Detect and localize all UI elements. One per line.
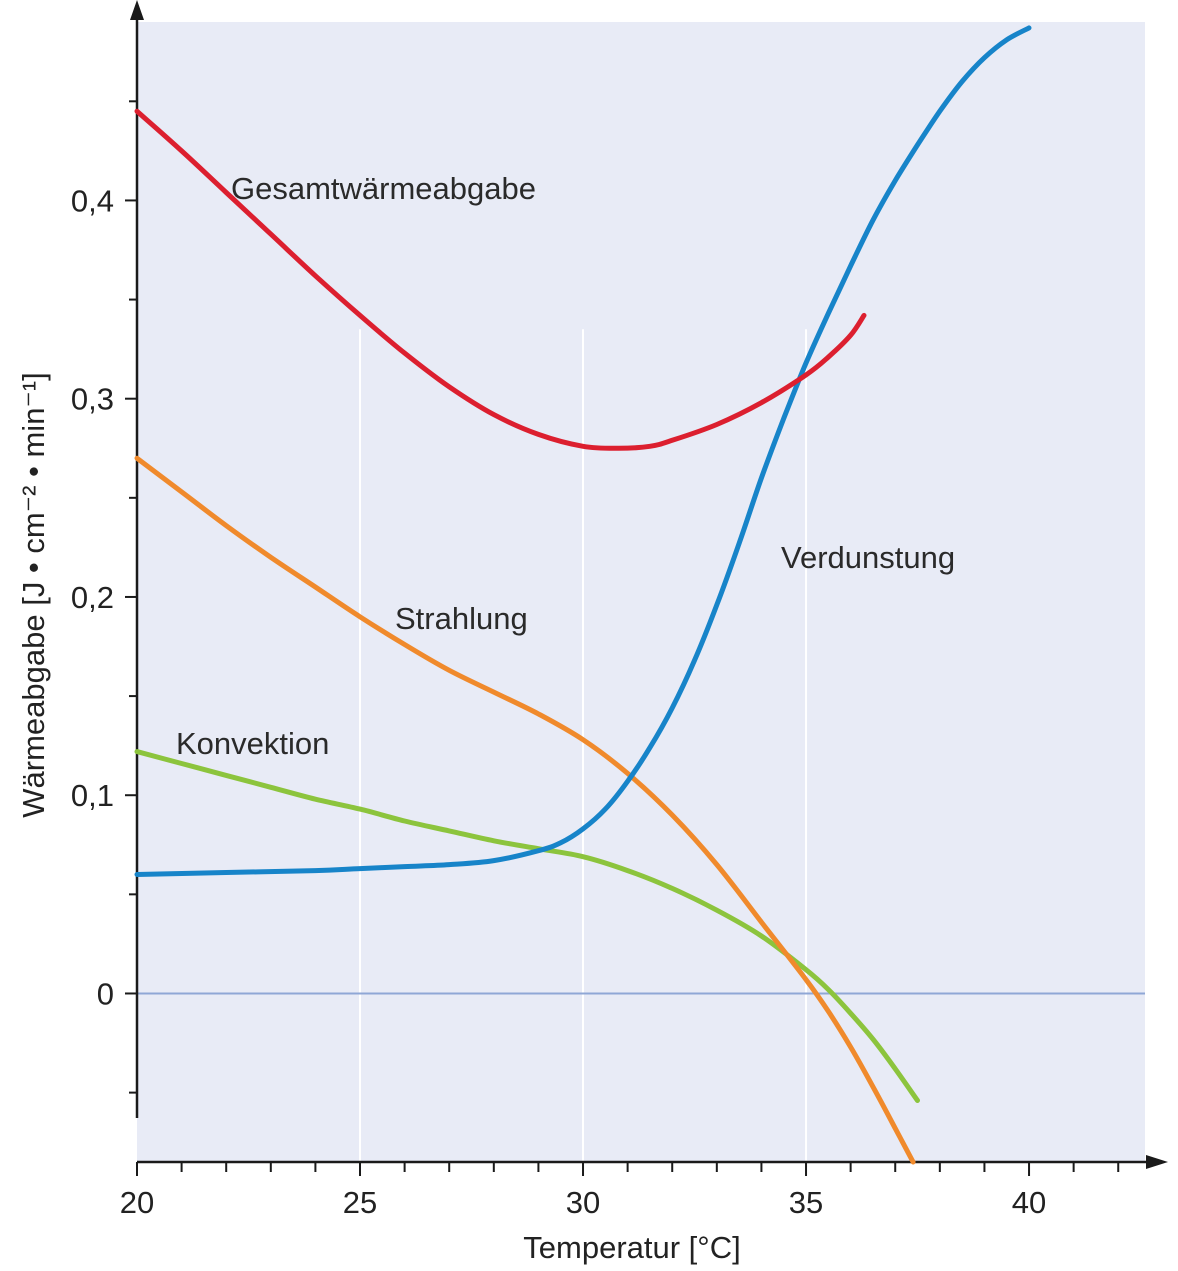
x-axis-arrow [1146, 1155, 1168, 1169]
y-axis-arrow [130, 0, 144, 20]
series-line-konvektion [134, 749, 920, 1103]
y-tick-label: 0,3 [71, 382, 114, 417]
series-line-gesamtwaermeabgabe [134, 108, 867, 451]
y-tick-label: 0,1 [71, 778, 114, 813]
y-tick-label: 0 [97, 976, 114, 1011]
x-axis-title: Temperatur [°C] [523, 1230, 740, 1265]
x-tick-label: 40 [1012, 1185, 1046, 1220]
series-label-gesamtwaermeabgabe: Gesamtwärmeabgabe [231, 171, 536, 206]
series-label-strahlung: Strahlung [395, 601, 528, 636]
series-line-verdunstung [134, 25, 1032, 877]
y-tick-label: 0,4 [71, 183, 114, 218]
x-tick-label: 20 [120, 1185, 154, 1220]
y-axis-title: Wärmeabgabe [J • cm⁻² • min⁻¹] [16, 372, 51, 817]
x-tick-label: 30 [566, 1185, 600, 1220]
x-tick-label: 35 [789, 1185, 823, 1220]
grid [137, 329, 1145, 1162]
series-label-verdunstung: Verdunstung [781, 540, 955, 575]
series-label-konvektion: Konvektion [176, 726, 329, 761]
series-line-strahlung [134, 455, 916, 1165]
y-tick-label: 0,2 [71, 580, 114, 615]
series-layer [134, 25, 1032, 1165]
plot-background [137, 22, 1145, 1162]
axes: 0 0,1 0,2 0,3 0,4 20 25 30 35 40 [71, 0, 1168, 1220]
x-tick-label: 25 [343, 1185, 377, 1220]
